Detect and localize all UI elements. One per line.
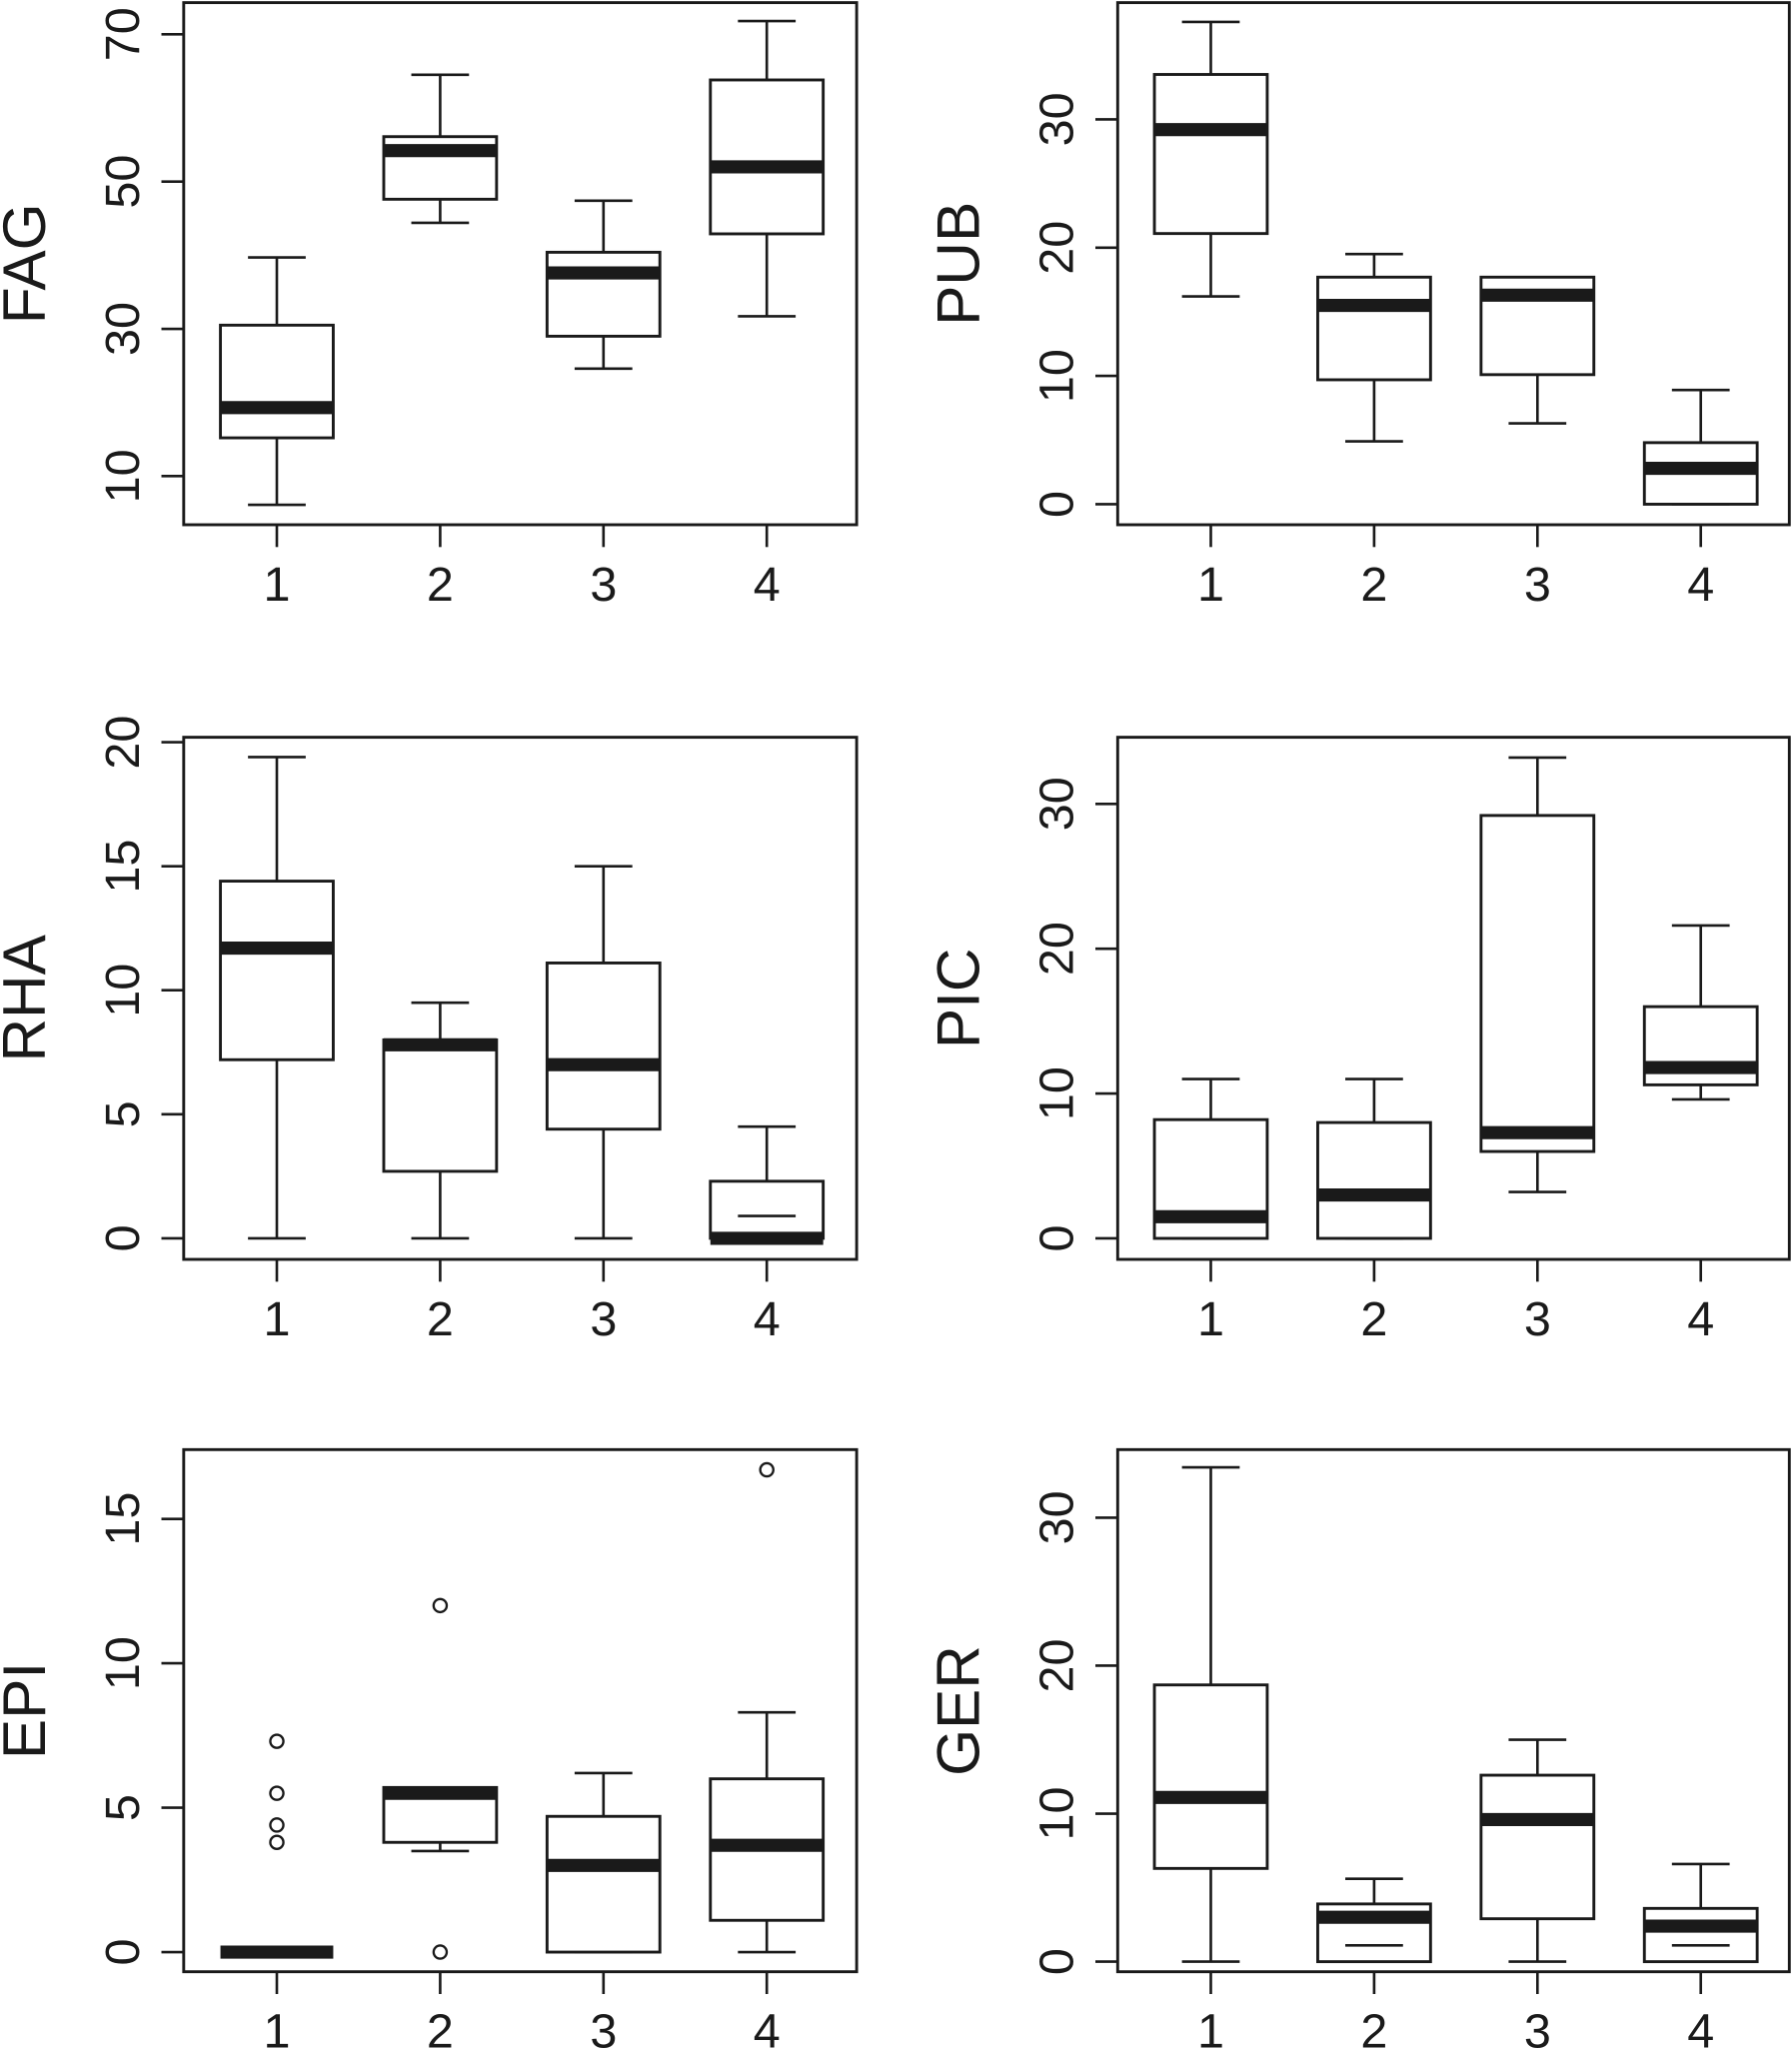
x-tick-label: 2 — [427, 558, 454, 612]
x-tick-label: 1 — [264, 1292, 291, 1346]
y-tick-label: 15 — [96, 1492, 150, 1546]
y-tick-label: 0 — [96, 1939, 150, 1966]
x-tick-label: 2 — [1360, 2005, 1387, 2057]
outlier — [432, 1597, 449, 1614]
x-tick-label: 2 — [427, 1292, 454, 1346]
box — [545, 250, 662, 338]
x-tick-label: 1 — [264, 558, 291, 612]
plot-frame — [1115, 1, 1791, 527]
x-tick-label: 3 — [1524, 2005, 1551, 2057]
y-tick-label: 5 — [96, 1794, 150, 1821]
y-tick-label: 10 — [96, 964, 150, 1018]
outlier — [269, 1733, 285, 1749]
y-tick-label: 30 — [1029, 1490, 1083, 1544]
y-tick-label: 0 — [1029, 1948, 1083, 1975]
y-tick-label: 70 — [96, 7, 150, 61]
outlier — [759, 1461, 775, 1478]
x-tick-label: 4 — [754, 1292, 781, 1346]
y-tick-label: 50 — [96, 155, 150, 209]
y-tick-label: 30 — [1029, 92, 1083, 146]
x-tick-label: 4 — [754, 558, 781, 612]
x-tick-label: 4 — [754, 2005, 781, 2057]
x-tick-label: 2 — [427, 2005, 454, 2057]
box — [1316, 1120, 1432, 1240]
y-axis-label: RHA — [0, 934, 58, 1061]
y-tick-label: 10 — [96, 449, 150, 503]
y-tick-label: 0 — [96, 1224, 150, 1251]
y-axis-label: GER — [923, 1645, 991, 1776]
plot-frame — [182, 1447, 859, 1974]
y-tick-label: 10 — [1029, 349, 1083, 403]
x-tick-label: 1 — [1197, 2005, 1224, 2057]
y-tick-label: 0 — [1029, 491, 1083, 518]
x-tick-label: 3 — [590, 2005, 617, 2057]
y-axis-label: PUB — [923, 202, 991, 326]
plot-frame — [182, 736, 859, 1261]
y-tick-label: 15 — [96, 840, 150, 894]
y-tick-label: 10 — [96, 1636, 150, 1690]
y-tick-label: 10 — [1029, 1066, 1083, 1120]
box — [1479, 814, 1596, 1153]
box — [1316, 275, 1432, 382]
x-tick-label: 3 — [1524, 1292, 1551, 1346]
y-axis-label: PIC — [923, 949, 991, 1049]
x-tick-label: 1 — [1197, 558, 1224, 612]
x-tick-label: 3 — [1524, 558, 1551, 612]
plot-frame — [182, 1, 859, 527]
y-tick-label: 0 — [1029, 1224, 1083, 1251]
box — [219, 880, 335, 1061]
x-tick-label: 2 — [1360, 558, 1387, 612]
box — [709, 78, 826, 236]
box — [545, 962, 662, 1131]
outlier — [269, 1834, 285, 1850]
plot-frame — [1115, 736, 1791, 1261]
y-tick-label: 20 — [1029, 221, 1083, 275]
x-tick-label: 1 — [264, 2005, 291, 2057]
x-tick-label: 3 — [590, 558, 617, 612]
outlier — [432, 1944, 449, 1960]
box — [545, 1814, 662, 1954]
outlier — [269, 1817, 285, 1833]
x-tick-label: 1 — [1197, 1292, 1224, 1346]
x-tick-label: 2 — [1360, 1292, 1387, 1346]
plot-frame — [1115, 1447, 1791, 1974]
y-tick-label: 30 — [96, 302, 150, 356]
outlier — [269, 1785, 285, 1801]
box — [1479, 1773, 1596, 1921]
y-axis-label: EPI — [0, 1662, 58, 1759]
y-tick-label: 5 — [96, 1100, 150, 1127]
box — [1152, 73, 1269, 236]
box — [219, 323, 335, 440]
y-tick-label: 20 — [1029, 1638, 1083, 1692]
y-tick-label: 30 — [1029, 777, 1083, 831]
x-tick-label: 3 — [590, 1292, 617, 1346]
x-tick-label: 4 — [1687, 558, 1714, 612]
y-tick-label: 20 — [96, 716, 150, 770]
y-tick-label: 10 — [1029, 1787, 1083, 1841]
box — [382, 1037, 499, 1173]
y-axis-label: FAG — [0, 203, 58, 324]
box — [1152, 1683, 1269, 1870]
x-tick-label: 4 — [1687, 2005, 1714, 2057]
y-tick-label: 20 — [1029, 922, 1083, 976]
box — [1642, 1906, 1759, 1964]
box — [709, 1179, 826, 1240]
x-tick-label: 4 — [1687, 1292, 1714, 1346]
